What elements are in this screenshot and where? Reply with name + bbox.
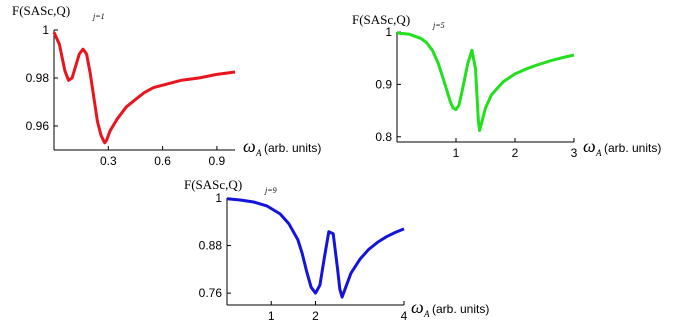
panel-j9: F(SASc,Q) j=9 1 2 4 0.76 0.88 1 ω A (arb. uni… xyxy=(184,177,489,323)
panel-j5-xlabel-subscript: A xyxy=(595,148,602,158)
panel-j5-xtick-label: 2 xyxy=(512,146,519,160)
panel-j1-series-line xyxy=(52,31,236,145)
panel-j5-ytick-label: 0.8 xyxy=(375,130,392,144)
panel-j1-title: F(SASc,Q) xyxy=(12,3,70,18)
panel-j1-xlabel-omega: ω xyxy=(243,136,256,156)
panel-j9-xlabel-unit: (arb. units) xyxy=(432,302,489,316)
panel-j1-xlabel-subscript: A xyxy=(255,148,262,158)
panel-j5-ytick-label: 1 xyxy=(385,25,392,39)
panel-j5-xlabel-unit: (arb. units) xyxy=(604,141,661,155)
panel-j1-xtick-label: 0.9 xyxy=(209,154,226,168)
panel-j5-title-subscript: j=5 xyxy=(432,21,445,30)
panel-j1-ticks: 0.3 0.6 0.9 0.96 0.98 1 xyxy=(26,23,226,168)
panel-j9-xtick-label: 2 xyxy=(312,309,319,323)
panel-j9-ytick-label: 0.76 xyxy=(199,286,223,300)
panel-j9-title-subscript: j=9 xyxy=(264,186,277,195)
panel-j1: F(SASc,Q) j=1 0.3 0.6 0.9 0.96 0.98 1 ω A (ar… xyxy=(12,3,321,168)
panel-j9-ytick-label: 1 xyxy=(215,191,222,205)
panel-j5-ticks: 1 2 3 0.8 0.9 1 xyxy=(375,25,577,160)
panel-j5: F(SASc,Q) j=5 1 2 3 0.8 0.9 1 ω A (arb. units… xyxy=(352,12,661,160)
panel-j1-ytick-label: 1 xyxy=(42,23,49,37)
panel-j1-xtick-label: 0.6 xyxy=(154,154,171,168)
panel-j9-ticks: 1 2 4 0.76 0.88 1 xyxy=(199,191,408,323)
panel-j5-xtick-label: 3 xyxy=(571,146,578,160)
panel-j1-ytick-label: 0.96 xyxy=(26,119,50,133)
panel-j9-ytick-label: 0.88 xyxy=(199,239,223,253)
panel-j5-xtick-label: 1 xyxy=(453,146,460,160)
panel-j9-series-line xyxy=(226,197,405,299)
panel-j9-title: F(SASc,Q) xyxy=(184,177,242,192)
panel-j9-xtick-label: 4 xyxy=(401,309,408,323)
panel-j5-title: F(SASc,Q) xyxy=(352,12,410,27)
panel-j1-xtick-label: 0.3 xyxy=(100,154,117,168)
panel-j5-ytick-label: 0.9 xyxy=(375,77,392,91)
panel-j9-xlabel-omega: ω xyxy=(411,297,424,317)
panel-j9-xlabel-subscript: A xyxy=(423,309,430,319)
panel-j5-series-line xyxy=(396,31,575,132)
panel-j5-xlabel-omega: ω xyxy=(583,136,596,156)
panel-j1-xlabel-unit: (arb. units) xyxy=(264,141,321,155)
panel-j1-ytick-label: 0.98 xyxy=(26,71,50,85)
panel-j1-title-subscript: j=1 xyxy=(92,12,105,21)
panel-j9-xtick-label: 1 xyxy=(268,309,275,323)
